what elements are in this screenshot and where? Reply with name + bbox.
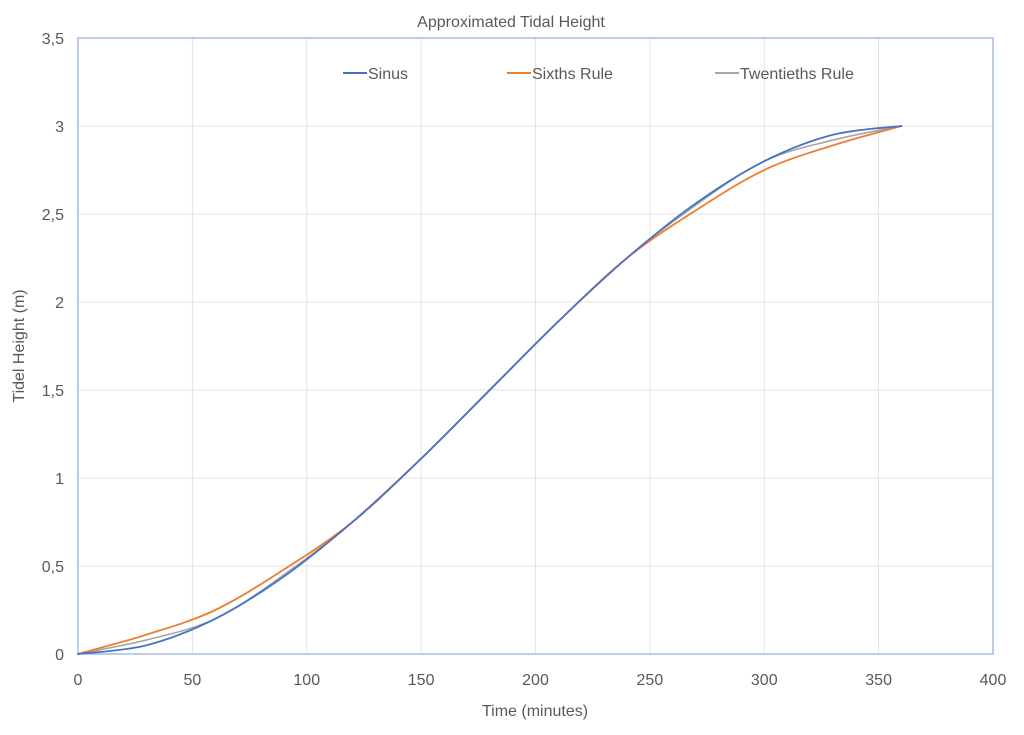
y-tick-label: 0 [55,647,64,664]
legend-item-twentieths-rule: Twentieths Rule [715,66,854,83]
x-axis-label: Time (minutes) [482,703,588,720]
y-axis-label: Tidel Height (m) [11,289,28,402]
x-tick-label: 300 [751,672,778,689]
series-lines [77,125,903,655]
x-tick-label: 100 [293,672,320,689]
y-tick-label: 2 [55,295,64,312]
y-tick-label: 2,5 [42,207,64,224]
y-tick-label: 1 [55,471,64,488]
x-axis-ticks: 0 50 100 150 200 250 300 350 400 [74,672,1007,689]
x-tick-label: 50 [183,672,201,689]
y-axis-ticks: 0 0,5 1 1,5 2 2,5 3 3,5 [42,31,64,664]
y-tick-label: 3 [55,119,64,136]
legend-item-sixths-rule: Sixths Rule [507,66,613,83]
y-tick-label: 0,5 [42,559,64,576]
legend-item-sinus: Sinus [343,66,408,83]
x-tick-label: 200 [522,672,549,689]
series-line-sinus [77,125,903,655]
legend-label: Sixths Rule [532,66,613,83]
y-tick-label: 1,5 [42,383,64,400]
legend-label: Twentieths Rule [740,66,854,83]
legend-label: Sinus [368,66,408,83]
x-tick-label: 150 [408,672,435,689]
x-tick-label: 250 [637,672,664,689]
x-tick-label: 0 [74,672,83,689]
chart-title: Approximated Tidal Height [417,14,605,31]
x-tick-label: 350 [865,672,892,689]
y-tick-label: 3,5 [42,31,64,48]
x-tick-label: 400 [980,672,1007,689]
legend: Sinus Sixths Rule Twentieths Rule [343,66,854,83]
gridlines [78,38,993,654]
plot-area-frame [77,37,994,655]
